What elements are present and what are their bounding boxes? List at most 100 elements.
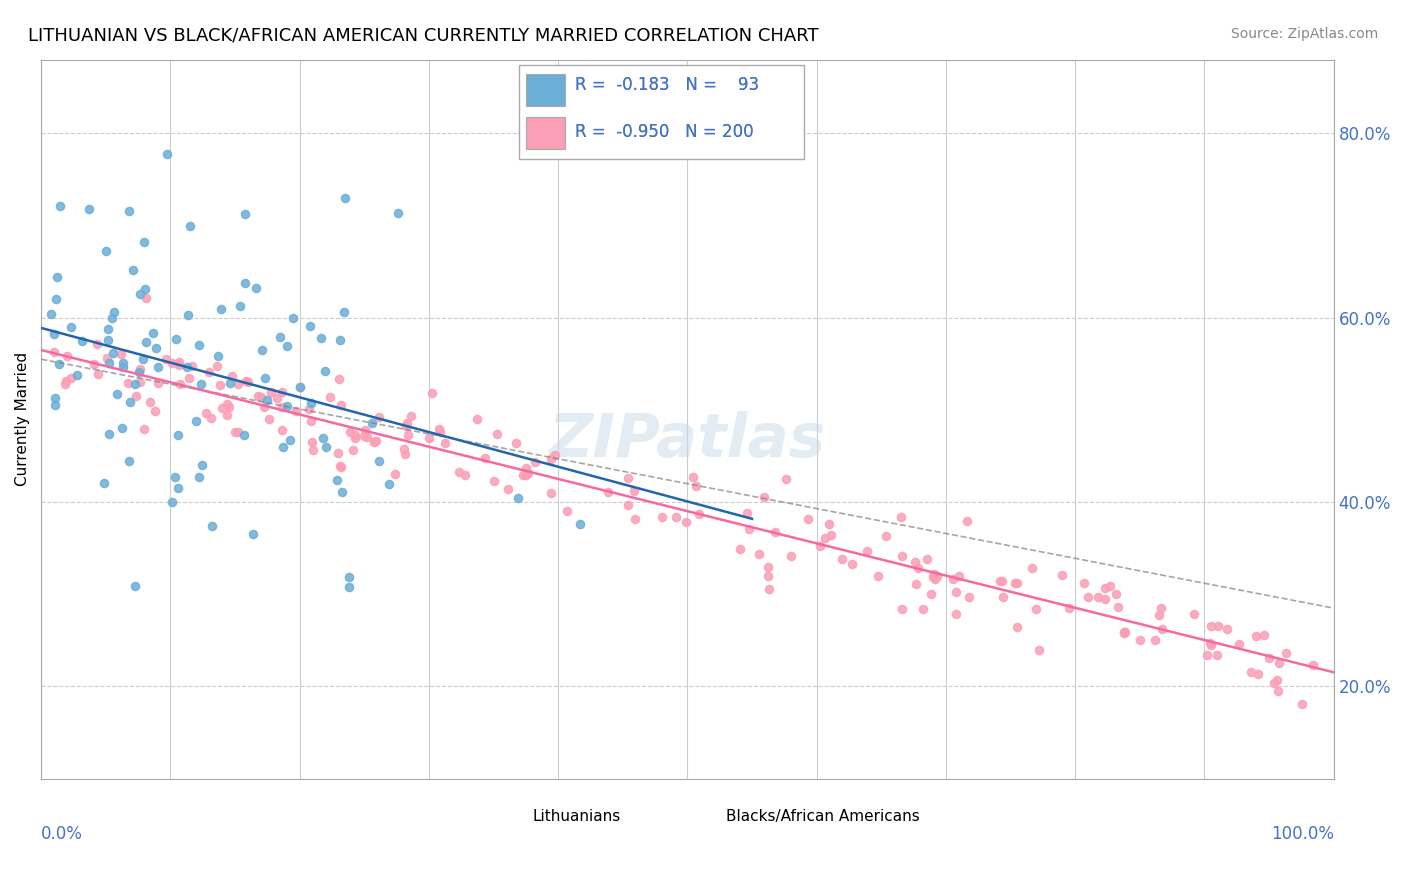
Point (344, 428, 367, 442)
Point (128, 365, 150, 379)
Point (396, 416, 419, 430)
Point (128, 375, 150, 389)
Point (956, 515, 979, 529)
Point (675, 515, 697, 529)
Point (42, 344, 65, 359)
Point (912, 601, 935, 615)
Point (256, 393, 278, 408)
Point (429, 425, 451, 440)
Point (354, 424, 377, 438)
Point (118, 203, 141, 218)
Point (209, 301, 232, 316)
Point (326, 473, 349, 487)
Point (841, 557, 863, 571)
Point (818, 516, 841, 531)
Point (343, 431, 366, 445)
Text: Source: ZipAtlas.com: Source: ZipAtlas.com (1230, 27, 1378, 41)
Point (124, 579, 146, 593)
Point (276, 400, 298, 414)
Point (46, 270, 69, 285)
Point (568, 516, 591, 531)
Point (1107, 599, 1129, 614)
Point (1129, 633, 1152, 648)
Point (922, 570, 945, 584)
Point (957, 590, 980, 604)
Point (98, 356, 121, 370)
Point (361, 416, 384, 430)
Point (993, 590, 1015, 604)
Point (512, 467, 534, 482)
Point (506, 491, 529, 506)
Point (112, 356, 135, 370)
Point (200, 519, 222, 533)
FancyBboxPatch shape (526, 117, 565, 150)
Point (132, 422, 155, 436)
Point (298, 401, 321, 416)
Point (330, 460, 353, 475)
Point (330, 485, 353, 500)
Point (651, 510, 673, 524)
Point (1150, 601, 1173, 615)
Point (1007, 620, 1029, 634)
Point (890, 549, 912, 563)
Point (97, 322, 120, 336)
Point (486, 426, 509, 441)
Point (100, 310, 122, 325)
Point (1105, 587, 1128, 601)
Point (134, 282, 156, 296)
Point (1114, 625, 1136, 640)
Point (276, 339, 298, 353)
Point (1005, 576, 1028, 591)
Point (831, 552, 853, 566)
Point (1199, 638, 1222, 652)
Point (284, 403, 307, 417)
Point (922, 566, 945, 581)
Point (617, 498, 640, 512)
Point (302, 442, 325, 457)
Point (281, 310, 304, 325)
FancyBboxPatch shape (494, 800, 526, 829)
Point (664, 510, 686, 524)
Point (257, 412, 280, 426)
Point (1025, 601, 1047, 615)
Point (454, 468, 477, 483)
Point (145, 341, 167, 355)
Point (191, 458, 214, 472)
Point (617, 471, 640, 485)
Point (1147, 608, 1170, 623)
Point (124, 376, 146, 391)
Point (221, 368, 243, 383)
Point (103, 304, 125, 318)
Point (339, 425, 361, 440)
Point (396, 428, 419, 442)
Point (685, 479, 707, 493)
Point (233, 428, 256, 442)
Point (392, 442, 415, 456)
Point (278, 433, 301, 447)
Point (904, 555, 927, 569)
Point (1247, 666, 1270, 681)
Point (167, 355, 190, 369)
Point (356, 430, 378, 444)
Point (737, 522, 759, 536)
Point (624, 512, 647, 526)
Point (44, 391, 66, 405)
Point (505, 436, 527, 450)
Point (146, 360, 169, 375)
Point (176, 360, 198, 375)
Point (45, 292, 67, 306)
Point (1267, 684, 1289, 698)
Point (160, 495, 183, 509)
Point (1112, 625, 1135, 640)
Point (779, 549, 801, 563)
Point (215, 408, 238, 422)
Point (1004, 575, 1026, 590)
Point (218, 400, 240, 414)
Point (288, 380, 311, 394)
Point (233, 207, 256, 221)
Point (447, 465, 470, 479)
Point (942, 572, 965, 586)
Text: 100.0%: 100.0% (1271, 825, 1334, 844)
Point (329, 333, 352, 347)
Point (129, 361, 152, 376)
